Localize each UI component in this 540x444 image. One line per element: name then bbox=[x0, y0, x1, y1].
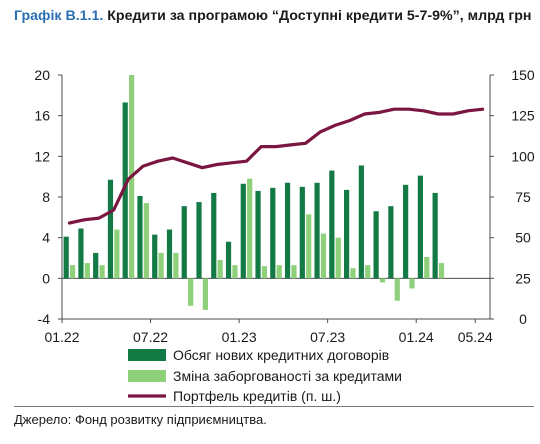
bar-new-contracts bbox=[299, 186, 305, 279]
x-tick-label: 01.22 bbox=[44, 329, 79, 345]
bar-debt-change bbox=[394, 278, 400, 301]
bar-new-contracts bbox=[329, 170, 335, 279]
bar-debt-change bbox=[276, 265, 282, 279]
legend-label: Портфель кредитів (п. ш.) bbox=[173, 388, 341, 404]
line-portfolio bbox=[67, 107, 485, 225]
y-right-tick-label: 125 bbox=[511, 108, 535, 124]
bar-new-contracts bbox=[93, 252, 99, 279]
bar-new-contracts bbox=[166, 229, 173, 279]
bar-debt-change bbox=[99, 265, 105, 279]
x-tick-label: 01.23 bbox=[222, 329, 257, 345]
legend-label: Обсяг нових кредитних договорів bbox=[173, 347, 389, 363]
bar-debt-change bbox=[320, 233, 327, 279]
y-left-tick-label: 12 bbox=[34, 148, 50, 164]
bar-debt-change bbox=[247, 178, 253, 279]
bar-debt-change bbox=[173, 252, 179, 279]
y-right-tick-label: 150 bbox=[511, 67, 535, 83]
bar-new-contracts bbox=[107, 179, 114, 279]
x-tick-label: 05.24 bbox=[458, 329, 493, 345]
legend-label: Зміна заборгованості за кредитами bbox=[173, 368, 402, 384]
bar-debt-change bbox=[114, 229, 120, 279]
bar-debt-change bbox=[438, 263, 445, 279]
y-right-tick-label: 75 bbox=[515, 189, 531, 205]
legend-swatch-debt-change bbox=[128, 370, 166, 382]
y-left-tick-label: 20 bbox=[34, 67, 50, 83]
bar-debt-change bbox=[232, 265, 238, 279]
y-left-tick-label: 0 bbox=[42, 270, 50, 286]
y-left-tick-label: 16 bbox=[34, 108, 50, 124]
y-right-tick-label: 100 bbox=[511, 148, 535, 164]
bar-new-contracts bbox=[403, 184, 409, 279]
bar-new-contracts bbox=[78, 228, 84, 279]
x-tick-label: 07.22 bbox=[133, 329, 168, 345]
bar-new-contracts bbox=[211, 192, 217, 279]
bar-debt-change bbox=[217, 260, 223, 279]
bar-debt-change bbox=[202, 278, 209, 310]
bar-debt-change bbox=[409, 278, 415, 289]
bar-new-contracts bbox=[388, 206, 394, 279]
bar-debt-change bbox=[335, 237, 341, 279]
bar-debt-change bbox=[143, 203, 149, 279]
y-left-tick-label: 4 bbox=[42, 230, 50, 246]
chart-title: Графік В.1.1. Кредити за програмою “Дост… bbox=[14, 7, 534, 26]
y-left-tick-label: -4 bbox=[38, 311, 51, 327]
bar-new-contracts bbox=[196, 202, 202, 279]
bar-new-contracts bbox=[122, 102, 128, 279]
bar-debt-change bbox=[188, 278, 194, 306]
bar-new-contracts bbox=[255, 190, 261, 279]
y-right-tick-label: 25 bbox=[515, 270, 531, 286]
bar-debt-change bbox=[69, 265, 76, 279]
bar-debt-change bbox=[261, 266, 268, 279]
bar-new-contracts bbox=[225, 241, 232, 279]
x-tick-label: 07.23 bbox=[310, 329, 345, 345]
bar-new-contracts bbox=[152, 234, 158, 279]
y-right-tick-label: 50 bbox=[515, 230, 531, 246]
y-right-tick-label: 0 bbox=[519, 311, 527, 327]
bar-new-contracts bbox=[270, 187, 276, 279]
source-note: Джерело: Фонд розвитку підприємництва. bbox=[14, 412, 267, 427]
bar-new-contracts bbox=[63, 236, 69, 279]
bar-debt-change bbox=[379, 278, 386, 283]
source-divider bbox=[14, 406, 534, 407]
bar-debt-change bbox=[306, 214, 312, 279]
legend-swatch-new-contracts bbox=[128, 349, 166, 361]
chart-title-text: Кредити за програмою “Доступні кредити 5… bbox=[107, 8, 532, 24]
bar-new-contracts bbox=[284, 182, 291, 279]
bar-new-contracts bbox=[417, 175, 423, 279]
bar-new-contracts bbox=[240, 183, 246, 279]
x-tick-label: 01.24 bbox=[399, 329, 434, 345]
chart-title-prefix: Графік В.1.1. bbox=[14, 8, 104, 24]
bar-debt-change bbox=[84, 263, 90, 279]
bar-debt-change bbox=[350, 268, 356, 279]
bar-new-contracts bbox=[373, 211, 379, 279]
bar-new-contracts bbox=[137, 195, 143, 279]
bar-debt-change bbox=[291, 265, 297, 279]
y-left-tick-label: 8 bbox=[42, 189, 50, 205]
bar-new-contracts bbox=[432, 192, 438, 279]
bar-new-contracts bbox=[314, 182, 320, 279]
bar-new-contracts bbox=[181, 206, 187, 279]
bar-debt-change bbox=[424, 256, 430, 279]
bar-new-contracts bbox=[358, 165, 364, 279]
bar-new-contracts bbox=[343, 189, 350, 279]
bar-debt-change bbox=[158, 252, 164, 279]
bar-debt-change bbox=[365, 265, 371, 279]
